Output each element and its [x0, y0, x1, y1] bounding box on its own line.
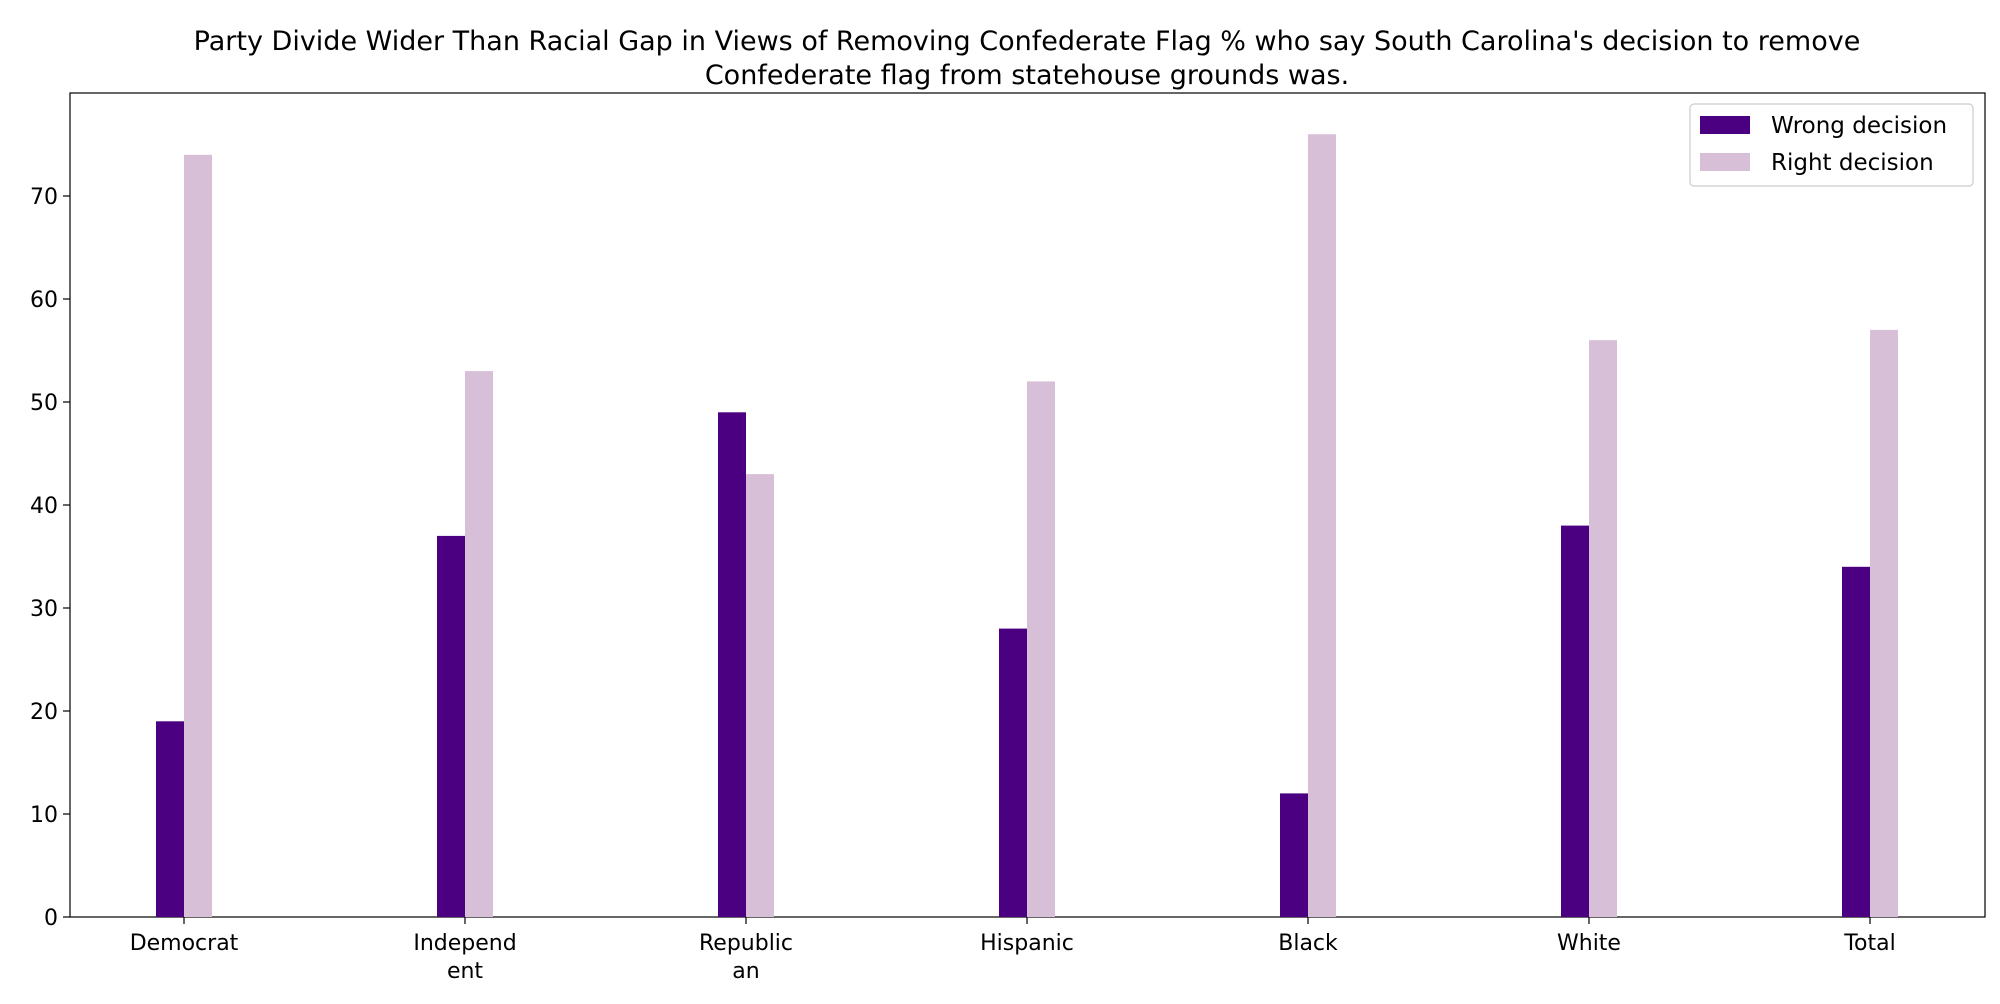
bar-right-decision-hispanic	[1027, 381, 1055, 917]
bar-wrong-decision-hispanic	[999, 628, 1027, 917]
y-tick-label: 50	[30, 391, 58, 416]
x-tick-label: ent	[447, 959, 483, 984]
bar-wrong-decision-republican	[718, 412, 746, 917]
chart-title-line: Confederate flag from statehouse grounds…	[705, 60, 1349, 91]
chart-title: Party Divide Wider Than Racial Gap in Vi…	[194, 26, 1861, 91]
bar-wrong-decision-total	[1842, 566, 1870, 917]
bar-wrong-decision-democrat	[156, 721, 184, 917]
y-tick-label: 10	[30, 803, 58, 828]
bar-right-decision-democrat	[184, 154, 212, 918]
x-tick-label: Independ	[413, 931, 516, 956]
x-tick-label: Hispanic	[980, 931, 1074, 956]
x-tick-label: Black	[1278, 931, 1338, 956]
x-tick-label: Republic	[699, 931, 793, 956]
bar-right-decision-independent	[465, 371, 493, 918]
y-tick-label: 30	[30, 597, 58, 622]
bar-wrong-decision-white	[1561, 525, 1589, 917]
legend-label: Wrong decision	[1771, 113, 1947, 139]
bar-right-decision-republican	[746, 474, 774, 917]
x-tick-label: White	[1557, 931, 1621, 956]
y-tick-label: 40	[30, 494, 58, 519]
y-tick-label: 20	[30, 700, 58, 725]
legend-box	[1689, 103, 1974, 187]
legend-label: Right decision	[1771, 150, 1934, 176]
legend-swatch	[1700, 116, 1750, 134]
x-tick-label: Democrat	[130, 931, 239, 956]
bar-right-decision-total	[1870, 329, 1898, 917]
y-tick-label: 0	[44, 906, 58, 931]
x-tick-label: an	[732, 959, 759, 984]
bar-right-decision-white	[1589, 340, 1617, 917]
y-tick-label: 70	[30, 185, 58, 210]
bar-wrong-decision-black	[1280, 793, 1308, 917]
bars-group	[156, 134, 1898, 918]
x-tick-label: Total	[1843, 931, 1895, 956]
legend: Wrong decision Right decision	[1689, 103, 1974, 187]
chart-title-line: Party Divide Wider Than Racial Gap in Vi…	[194, 26, 1861, 57]
y-axis: 0 10 20 30 40 50 60 70	[30, 185, 70, 931]
legend-swatch	[1700, 153, 1750, 171]
bar-right-decision-black	[1308, 134, 1336, 917]
x-axis: Democrat Independ ent Republic an Hispanic Bla…	[130, 917, 1896, 984]
y-tick-label: 60	[30, 288, 58, 313]
bar-wrong-decision-independent	[437, 535, 465, 917]
